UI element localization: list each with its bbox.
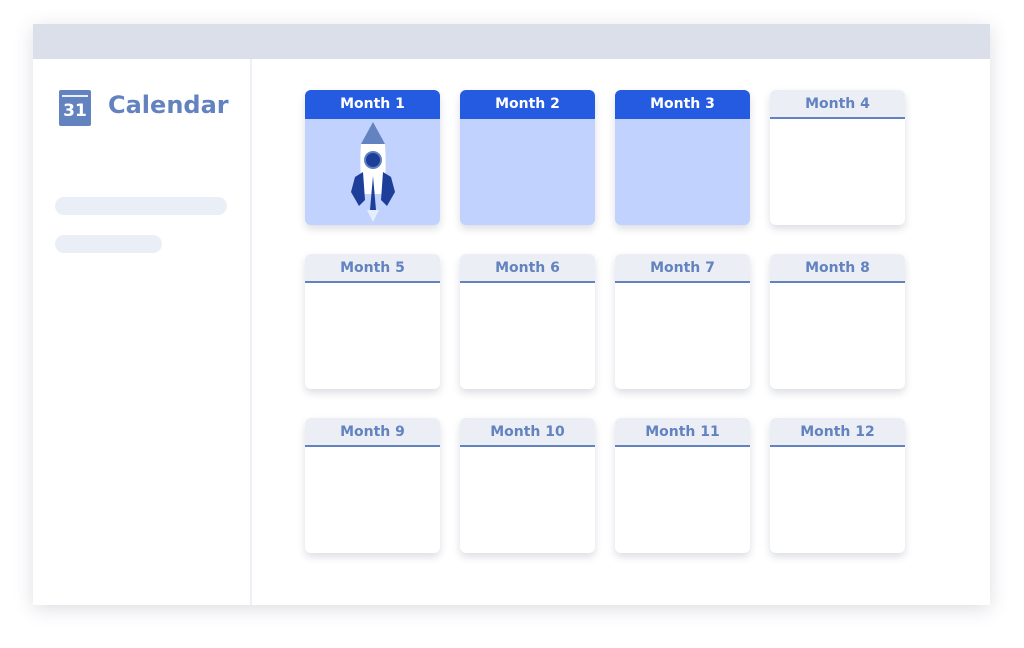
title-bar — [33, 24, 990, 59]
month-card[interactable]: Month 5 — [305, 254, 440, 389]
month-card[interactable]: Month 6 — [460, 254, 595, 389]
month-label: Month 10 — [460, 418, 595, 447]
month-card[interactable]: Month 12 — [770, 418, 905, 553]
month-label: Month 7 — [615, 254, 750, 283]
sidebar-item-placeholder[interactable] — [55, 197, 227, 215]
month-label: Month 8 — [770, 254, 905, 283]
month-card[interactable]: Month 8 — [770, 254, 905, 389]
month-label: Month 6 — [460, 254, 595, 283]
month-card[interactable]: Month 11 — [615, 418, 750, 553]
rocket-icon — [351, 122, 395, 222]
month-label: Month 12 — [770, 418, 905, 447]
month-card[interactable]: Month 4 — [770, 90, 905, 225]
sidebar-item-placeholder[interactable] — [55, 235, 162, 253]
month-label: Month 2 — [460, 90, 595, 119]
month-label: Month 9 — [305, 418, 440, 447]
month-label: Month 11 — [615, 418, 750, 447]
app-window: 31 Calendar Month 1 Month 2 Month 3 Month 4… — [33, 24, 990, 605]
month-card[interactable]: Month 3 — [615, 90, 750, 225]
month-card[interactable]: Month 1 — [305, 90, 440, 225]
month-card[interactable]: Month 9 — [305, 418, 440, 553]
sidebar: 31 Calendar — [33, 59, 252, 605]
month-label: Month 4 — [770, 90, 905, 119]
month-card[interactable]: Month 10 — [460, 418, 595, 553]
app-title: Calendar — [108, 91, 229, 119]
month-label: Month 5 — [305, 254, 440, 283]
month-label: Month 1 — [305, 90, 440, 119]
month-label: Month 3 — [615, 90, 750, 119]
month-card[interactable]: Month 2 — [460, 90, 595, 225]
month-card[interactable]: Month 7 — [615, 254, 750, 389]
calendar-icon: 31 — [59, 90, 91, 126]
